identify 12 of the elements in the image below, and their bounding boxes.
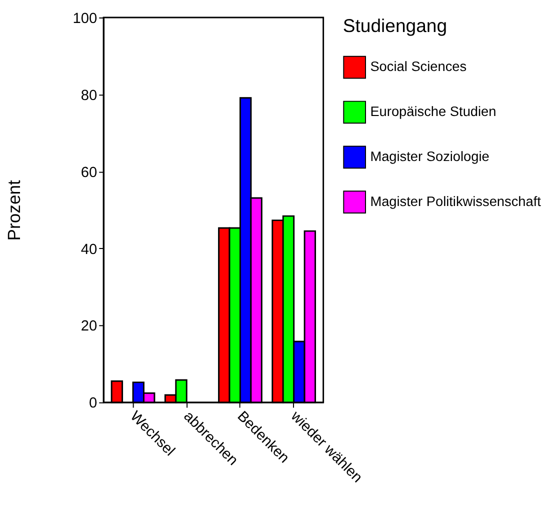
legend-label: Social Sciences [370,59,467,74]
y-tick-label: 0 [89,396,98,412]
y-tick-label: 20 [80,318,98,335]
y-tick-label: 100 [72,10,98,27]
y-tick-label: 80 [80,88,98,104]
legend-label: Magister Politikwissenschaft [370,194,542,209]
y-tick-label: 40 [80,242,98,258]
legend-label: Europäische Studien [370,104,496,120]
legend-title: Studiengang [342,15,448,36]
legend-label: Magister Soziologie [370,149,490,164]
y-axis-title: Prozent [4,180,24,241]
y-tick-label: 60 [80,164,98,181]
